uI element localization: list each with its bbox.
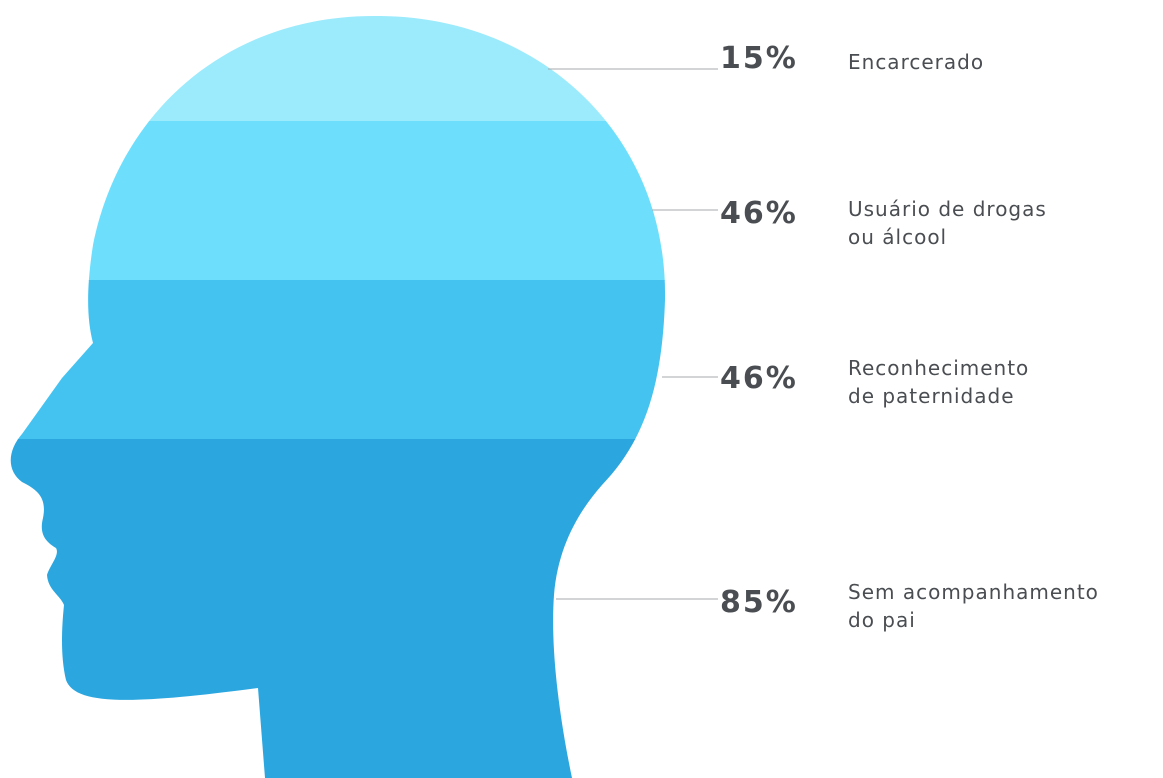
stat-label-line: do pai [848,608,916,632]
band-3 [10,280,666,440]
stat-label: Usuário de drogas ou álcool [848,195,1160,251]
stat-value: 15% [720,41,798,76]
stat-paternity-recognition: 46% Reconhecimento de paternidade [720,356,1160,444]
stat-label-line: Sem acompanhamento [848,580,1099,604]
stat-value: 85% [720,585,798,620]
stat-incarcerated: 15% Encarcerado [720,44,1160,124]
stat-label-line: Encarcerado [848,50,985,74]
stat-label-line: ou álcool [848,225,948,249]
stat-value: 46% [720,361,798,396]
stat-without-father: 85% Sem acompanhamento do pai [720,580,1160,668]
stat-label: Encarcerado [848,48,1160,76]
stat-label-line: Usuário de drogas [848,197,1047,221]
stat-value: 46% [720,196,798,231]
stat-label: Reconhecimento de paternidade [848,354,1160,410]
stat-label: Sem acompanhamento do pai [848,578,1160,634]
stat-drug-alcohol-user: 46% Usuário de drogas ou álcool [720,196,1160,279]
stat-label-line: Reconhecimento [848,356,1030,380]
stat-label-line: de paternidade [848,384,1015,408]
